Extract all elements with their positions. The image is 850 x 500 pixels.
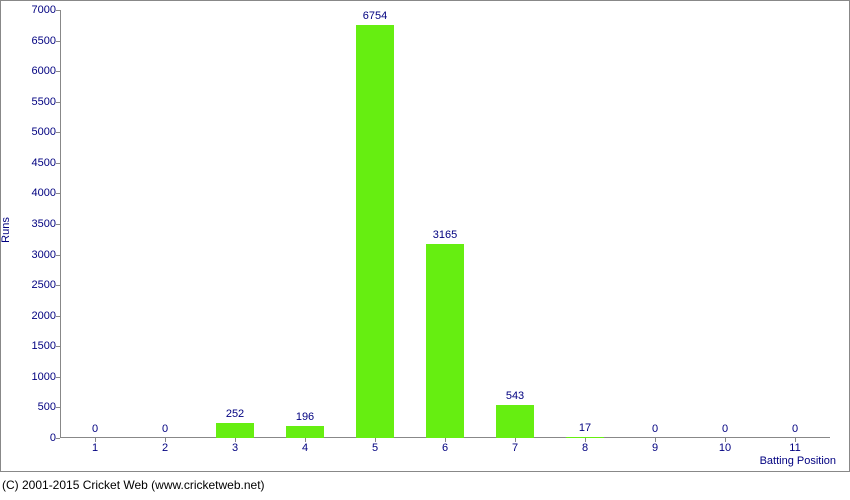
x-tick-label: 11 bbox=[789, 442, 800, 454]
bar-value-label: 0 bbox=[792, 423, 798, 435]
bar bbox=[496, 405, 535, 438]
y-tick-label: 500 bbox=[38, 401, 56, 413]
x-tick-mark bbox=[795, 438, 796, 442]
bar bbox=[426, 244, 465, 438]
y-tick-label: 3000 bbox=[32, 249, 56, 261]
y-tick-label: 7000 bbox=[32, 4, 56, 16]
x-tick-mark bbox=[445, 438, 446, 442]
y-tick-label: 1500 bbox=[32, 340, 56, 352]
y-tick-label: 6500 bbox=[32, 35, 56, 47]
y-tick-label: 6000 bbox=[32, 65, 56, 77]
x-tick-label: 2 bbox=[162, 442, 168, 454]
y-tick-label: 1000 bbox=[32, 371, 56, 383]
x-axis-title: Batting Position bbox=[760, 455, 836, 467]
x-tick-mark bbox=[515, 438, 516, 442]
x-tick-mark bbox=[585, 438, 586, 442]
bar-value-label: 0 bbox=[722, 423, 728, 435]
bar-value-label: 6754 bbox=[363, 10, 387, 22]
y-tick-label: 2500 bbox=[32, 279, 56, 291]
bar-value-label: 0 bbox=[162, 423, 168, 435]
bar-value-label: 196 bbox=[296, 411, 314, 423]
bar bbox=[286, 426, 325, 438]
x-tick-label: 5 bbox=[372, 442, 378, 454]
y-tick-label: 5000 bbox=[32, 126, 56, 138]
bar-value-label: 3165 bbox=[433, 229, 457, 241]
y-tick-label: 4500 bbox=[32, 157, 56, 169]
x-tick-label: 7 bbox=[512, 442, 518, 454]
y-tick-label: 5500 bbox=[32, 96, 56, 108]
y-tick-mark bbox=[56, 438, 60, 439]
bar-value-label: 17 bbox=[579, 422, 591, 434]
plot-area: 0 0 252 196 6754 3165 543 17 0 0 0 bbox=[60, 10, 830, 438]
y-tick-label: 3500 bbox=[32, 218, 56, 230]
x-tick-mark bbox=[235, 438, 236, 442]
bar bbox=[566, 437, 605, 438]
x-tick-label: 8 bbox=[582, 442, 588, 454]
bar bbox=[356, 25, 395, 438]
bar bbox=[216, 423, 255, 438]
y-axis-title: Runs bbox=[0, 217, 12, 243]
copyright-text: (C) 2001-2015 Cricket Web (www.cricketwe… bbox=[2, 478, 265, 492]
x-tick-mark bbox=[725, 438, 726, 442]
bar-value-label: 0 bbox=[652, 423, 658, 435]
y-axis-line bbox=[60, 10, 61, 438]
x-tick-label: 9 bbox=[652, 442, 658, 454]
x-tick-mark bbox=[655, 438, 656, 442]
bar-value-label: 0 bbox=[92, 423, 98, 435]
x-tick-label: 10 bbox=[719, 442, 731, 454]
x-tick-label: 4 bbox=[302, 442, 308, 454]
x-tick-mark bbox=[165, 438, 166, 442]
x-tick-mark bbox=[305, 438, 306, 442]
x-tick-label: 6 bbox=[442, 442, 448, 454]
bar-value-label: 252 bbox=[226, 408, 244, 420]
x-tick-label: 1 bbox=[92, 442, 98, 454]
bar-value-label: 543 bbox=[506, 390, 524, 402]
x-tick-label: 3 bbox=[232, 442, 238, 454]
x-tick-mark bbox=[95, 438, 96, 442]
x-tick-mark bbox=[375, 438, 376, 442]
chart-container: Runs Batting Position 050010001500200025… bbox=[0, 0, 850, 500]
y-tick-label: 2000 bbox=[32, 310, 56, 322]
y-tick-label: 4000 bbox=[32, 187, 56, 199]
